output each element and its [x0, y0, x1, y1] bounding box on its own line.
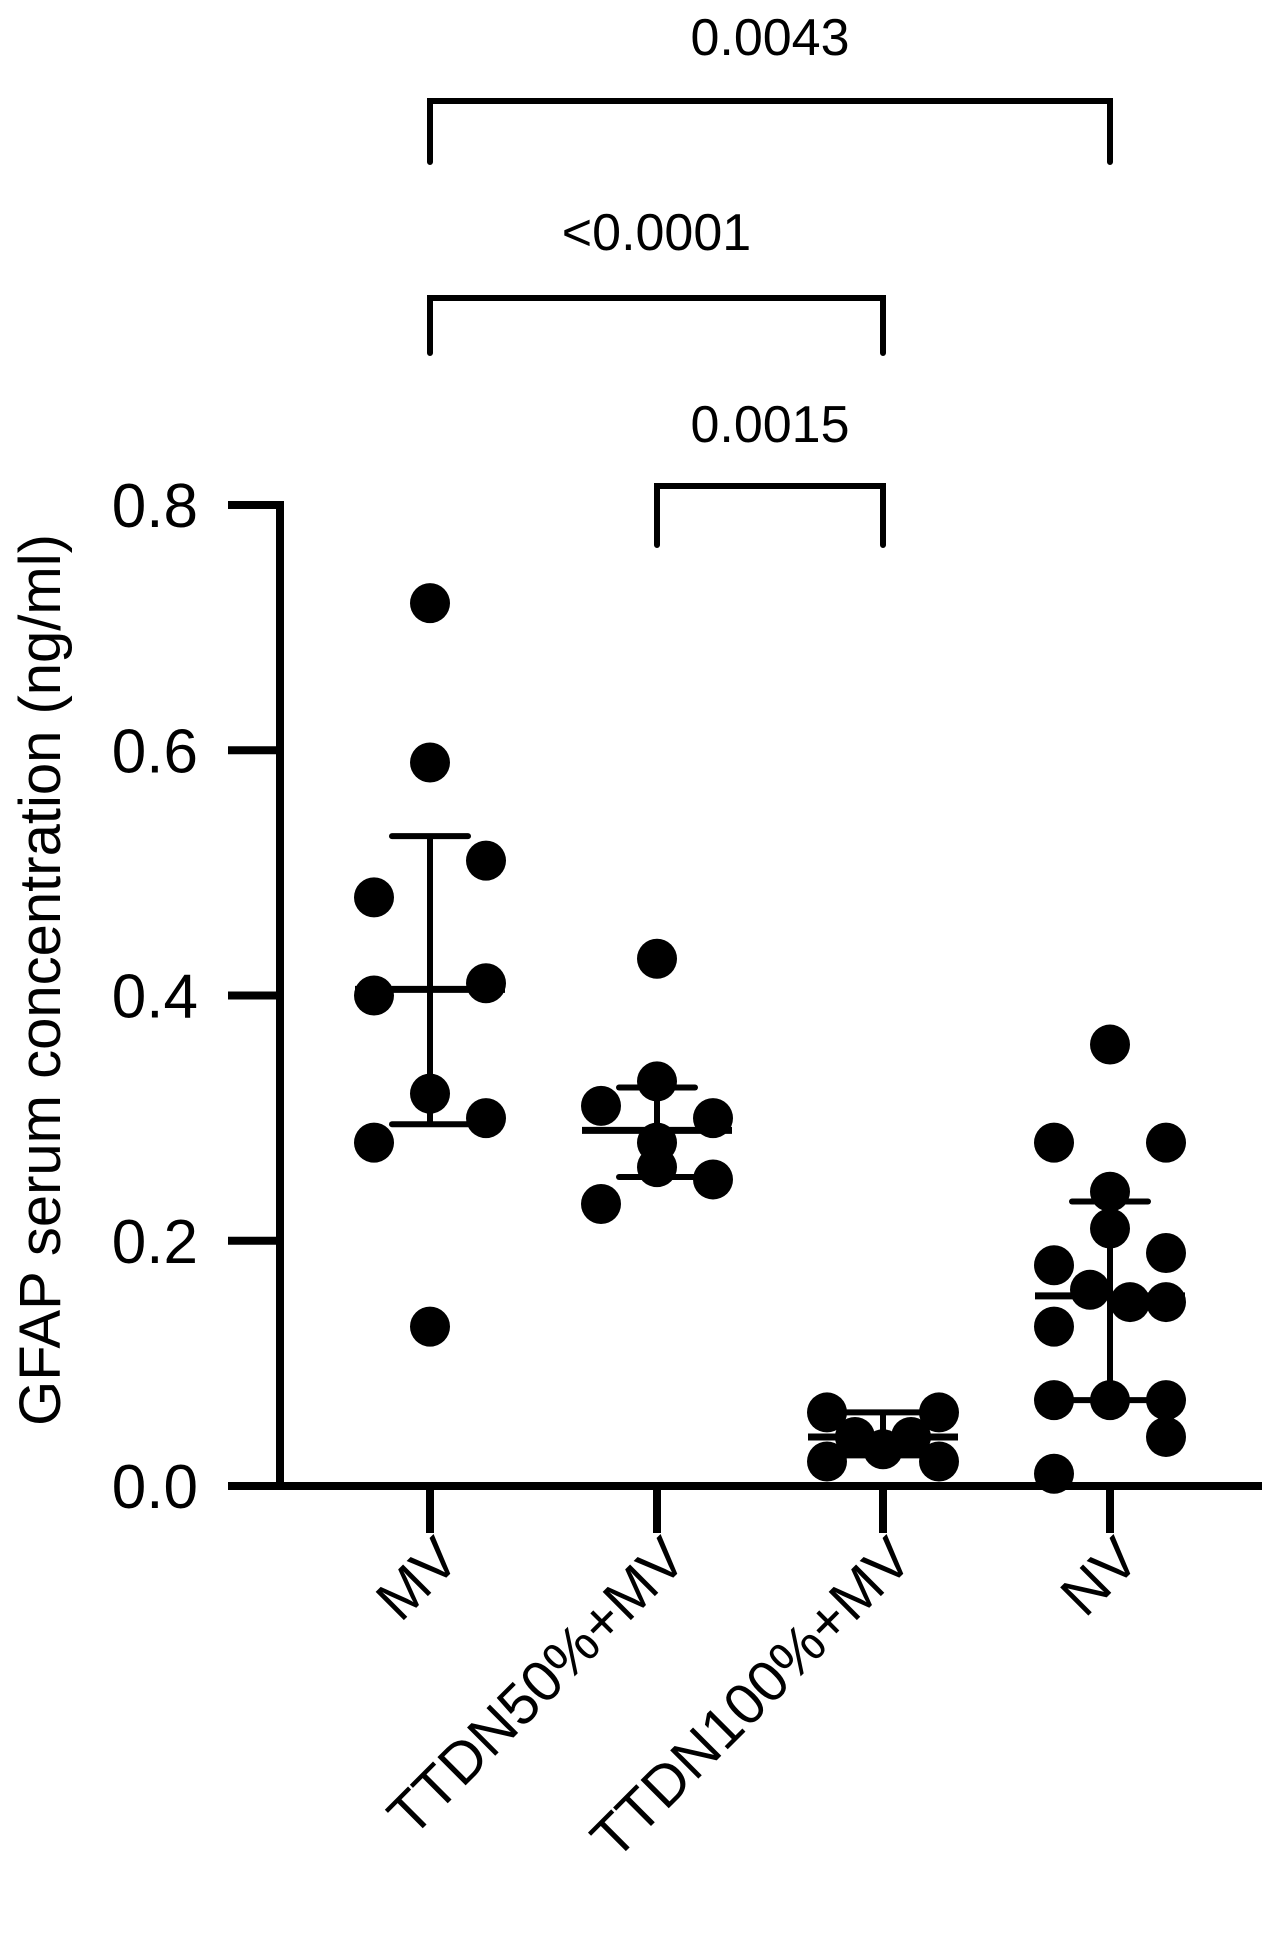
- data-point: [354, 877, 394, 918]
- data-point: [1090, 1171, 1130, 1212]
- data-point: [1146, 1380, 1186, 1421]
- data-point: [1090, 1380, 1130, 1421]
- data-point: [1146, 1416, 1186, 1457]
- data-points: [354, 583, 1186, 1494]
- data-point: [637, 938, 677, 979]
- data-point: [1110, 1282, 1150, 1323]
- y-tick-label: 0.2: [112, 1208, 198, 1277]
- data-point: [410, 742, 450, 783]
- data-point: [1090, 1024, 1130, 1065]
- data-point: [1070, 1269, 1110, 1310]
- y-tick-label: 0.4: [112, 963, 198, 1032]
- x-category-label: NV: [1048, 1525, 1151, 1628]
- data-point: [637, 1061, 677, 1102]
- y-tick-label: 0.6: [112, 717, 198, 786]
- data-point: [410, 1073, 450, 1114]
- data-point: [410, 583, 450, 624]
- data-point: [354, 975, 394, 1016]
- p-value-label: 0.0043: [690, 9, 849, 67]
- data-point: [1146, 1282, 1186, 1323]
- y-tick-label: 0.8: [112, 472, 198, 541]
- y-tick-label: 0.0: [112, 1453, 198, 1522]
- data-point: [807, 1392, 847, 1433]
- data-point: [466, 963, 506, 1004]
- p-value-label: <0.0001: [562, 204, 751, 262]
- data-point: [581, 1183, 621, 1224]
- bracket-line: [427, 98, 1113, 165]
- data-point: [1034, 1380, 1074, 1421]
- significance-brackets: 0.0043 <0.0001 0.0015: [427, 9, 1113, 548]
- data-point: [807, 1441, 847, 1482]
- data-point: [1034, 1306, 1074, 1347]
- data-point: [693, 1159, 733, 1200]
- data-point: [581, 1085, 621, 1126]
- significance-bracket: <0.0001: [427, 204, 886, 356]
- data-point: [1146, 1122, 1186, 1163]
- data-point: [466, 1098, 506, 1139]
- significance-bracket: 0.0043: [427, 9, 1113, 165]
- data-point: [1034, 1453, 1074, 1494]
- data-point: [919, 1392, 959, 1433]
- y-axis-title: GFAP serum concentration (ng/ml): [8, 534, 73, 1426]
- data-point: [466, 840, 506, 881]
- data-point: [1090, 1208, 1130, 1249]
- data-point: [693, 1098, 733, 1139]
- data-point: [410, 1306, 450, 1347]
- x-category-label: MV: [364, 1525, 472, 1633]
- data-point: [1146, 1233, 1186, 1274]
- bracket-line: [654, 483, 886, 548]
- data-point: [919, 1441, 959, 1482]
- y-axis: 0.0 0.2 0.4 0.6 0.8: [112, 472, 284, 1522]
- bracket-line: [427, 295, 886, 356]
- data-point: [354, 1122, 394, 1163]
- significance-bracket: 0.0015: [654, 396, 886, 548]
- data-point: [1034, 1122, 1074, 1163]
- data-point: [863, 1429, 903, 1470]
- data-point: [637, 1147, 677, 1188]
- p-value-label: 0.0015: [690, 396, 849, 454]
- data-point: [1034, 1245, 1074, 1286]
